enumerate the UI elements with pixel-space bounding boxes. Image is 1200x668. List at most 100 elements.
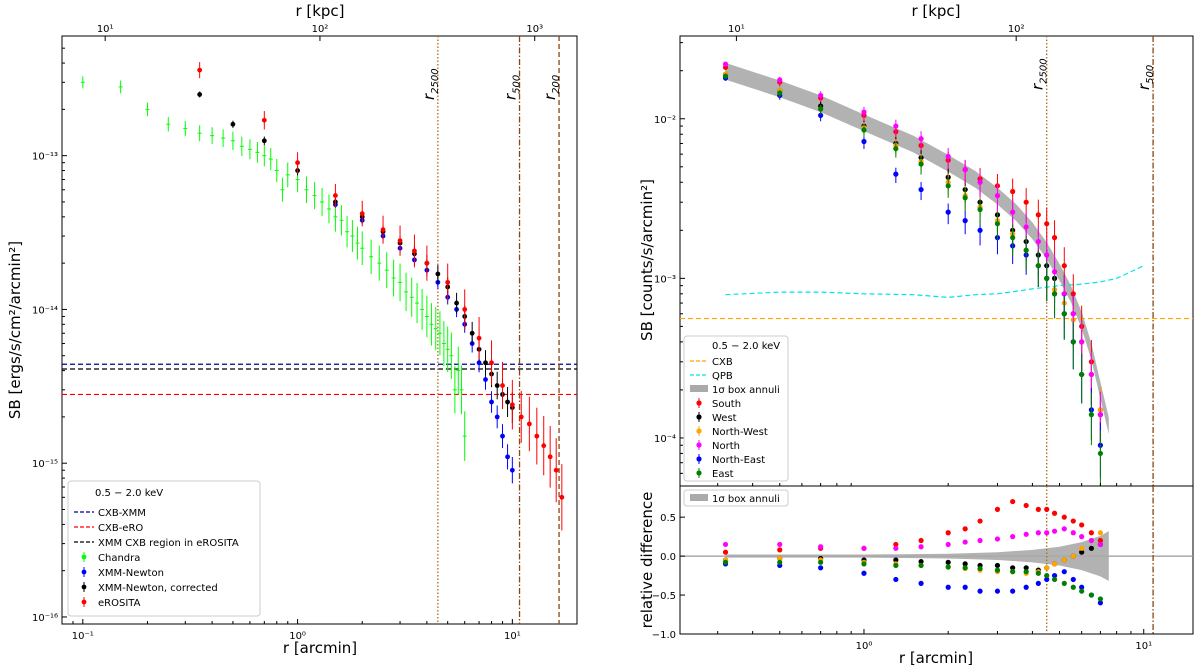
right-point-north	[977, 179, 983, 185]
residual-point-north-east	[994, 588, 1001, 594]
right-y-axis-label: SB [counts/s/arcmin²]	[638, 179, 656, 341]
right-point-east	[1035, 263, 1041, 269]
left-point-erosita	[445, 279, 451, 285]
left-vline-subscript: 200	[551, 75, 562, 94]
right-point-north	[1079, 339, 1085, 345]
residual-point-north-east	[1097, 600, 1103, 606]
residual-point-south	[962, 526, 968, 532]
left-panel: r2500 r500 r200 10⁻¹ 10⁰ 10¹ 10⁻¹⁶ 10⁻¹⁵ 10⁻¹⁴ 1…	[6, 2, 578, 657]
right-point-east	[977, 206, 983, 213]
residual-point-east	[818, 559, 824, 565]
residual-point-north-west	[1051, 561, 1058, 567]
left-point-xmm-newton	[494, 414, 500, 420]
right-point-east	[777, 90, 783, 96]
residual-point-east	[977, 565, 983, 572]
left-point-erosita	[518, 414, 524, 420]
left-y-tick-label: 10⁻¹⁶	[32, 613, 58, 624]
right-point-east	[1070, 339, 1076, 345]
right-bottom-panel: −1.0 −0.5 0.0 0.5 10⁰ 10¹ r [arcmin] relative…	[638, 485, 1194, 667]
left-point-xmm-newton	[509, 467, 515, 473]
right-point-north-east	[918, 186, 924, 193]
right-y-tick-label: 10⁻²	[654, 115, 676, 126]
right-legend-marker	[696, 414, 702, 420]
residual-y-tick-label: −1.0	[652, 630, 676, 641]
residual-point-north-east	[977, 588, 983, 594]
left-legend-title: 0.5 − 2.0 keV	[95, 488, 163, 499]
right-point-north-east	[962, 218, 968, 224]
right-point-east	[918, 161, 924, 167]
right-point-south	[1023, 199, 1029, 205]
left-legend-entry: XMM-Newton, corrected	[98, 583, 218, 594]
right-point-north	[1023, 224, 1029, 230]
right-point-south	[1061, 263, 1067, 269]
right-top-tick-label: 10¹	[728, 24, 745, 35]
right-point-east	[1097, 450, 1103, 457]
left-legend-marker	[81, 599, 87, 605]
residual-point-north	[893, 545, 899, 551]
left-legend-entry: Chandra	[98, 553, 140, 564]
right-point-north	[1097, 412, 1103, 418]
right-vline-label-r2500: r2500	[1029, 58, 1050, 90]
residual-point-north	[918, 544, 924, 550]
right-point-north-east	[977, 227, 983, 233]
right-legend-marker	[696, 442, 702, 448]
left-legend-marker	[81, 584, 87, 590]
right-point-south	[1051, 235, 1058, 241]
residual-point-south	[1044, 506, 1050, 512]
right-y-tick-label: 10⁻³	[654, 274, 676, 285]
left-legend-entry: XMM CXB region in eROSITA	[98, 538, 239, 549]
right-point-south	[1035, 212, 1041, 218]
residual-x-tick-label: 10¹	[1135, 641, 1152, 652]
right-point-north	[1044, 252, 1050, 258]
left-point-erosita	[412, 248, 417, 254]
residual-point-south	[1079, 522, 1085, 528]
residual-legend-entry: 1σ box annuli	[712, 494, 780, 505]
left-vline-subscript: 2500	[430, 68, 441, 93]
left-top-tick-label: 10²	[312, 24, 329, 35]
right-point-east	[994, 221, 1001, 227]
left-vline-label-r200: r200	[541, 75, 562, 100]
residual-point-south	[994, 506, 1001, 512]
right-legend-marker	[696, 456, 702, 462]
residual-point-north-east	[1061, 569, 1067, 575]
left-point-erosita	[197, 67, 203, 73]
residual-point-east	[1088, 592, 1094, 598]
right-point-east	[1044, 275, 1050, 281]
right-legend-entry: South	[712, 399, 741, 410]
right-point-east	[722, 73, 729, 79]
right-point-east	[1010, 235, 1016, 241]
left-point-erosita	[462, 307, 468, 312]
residual-point-north-east	[893, 576, 899, 583]
right-point-north-east	[818, 112, 824, 118]
right-vline-subscript: 500	[1145, 65, 1156, 84]
left-point-erosita	[261, 117, 267, 123]
right-point-east	[1051, 291, 1058, 297]
residual-point-west	[1079, 549, 1085, 555]
residual-point-north-east	[1051, 572, 1058, 579]
residual-point-north	[1079, 534, 1085, 540]
residual-point-north	[977, 537, 983, 544]
right-point-east	[893, 146, 899, 152]
left-point-xmm-newton	[483, 377, 488, 382]
residual-legend-band-swatch	[690, 494, 708, 501]
residual-point-north	[962, 539, 968, 545]
right-point-north	[893, 123, 899, 129]
residual-point-east	[777, 559, 783, 565]
right-point-east	[1061, 311, 1067, 317]
residual-point-south	[777, 547, 783, 553]
right-point-north-east	[861, 138, 867, 145]
residual-point-north-east	[818, 565, 824, 571]
left-point-erosita	[295, 160, 300, 166]
residual-point-east	[1079, 588, 1085, 594]
right-point-north-east	[893, 171, 899, 177]
right-legend-marker	[696, 400, 702, 406]
left-legend-marker	[81, 554, 87, 560]
residual-y-tick-label: −0.5	[652, 591, 676, 602]
residual-point-east	[1035, 570, 1041, 576]
residual-point-east	[1061, 580, 1067, 586]
left-point-erosita	[559, 494, 565, 500]
residual-point-north	[1061, 526, 1067, 532]
right-point-north	[1088, 371, 1094, 378]
residual-point-west	[994, 562, 1001, 569]
